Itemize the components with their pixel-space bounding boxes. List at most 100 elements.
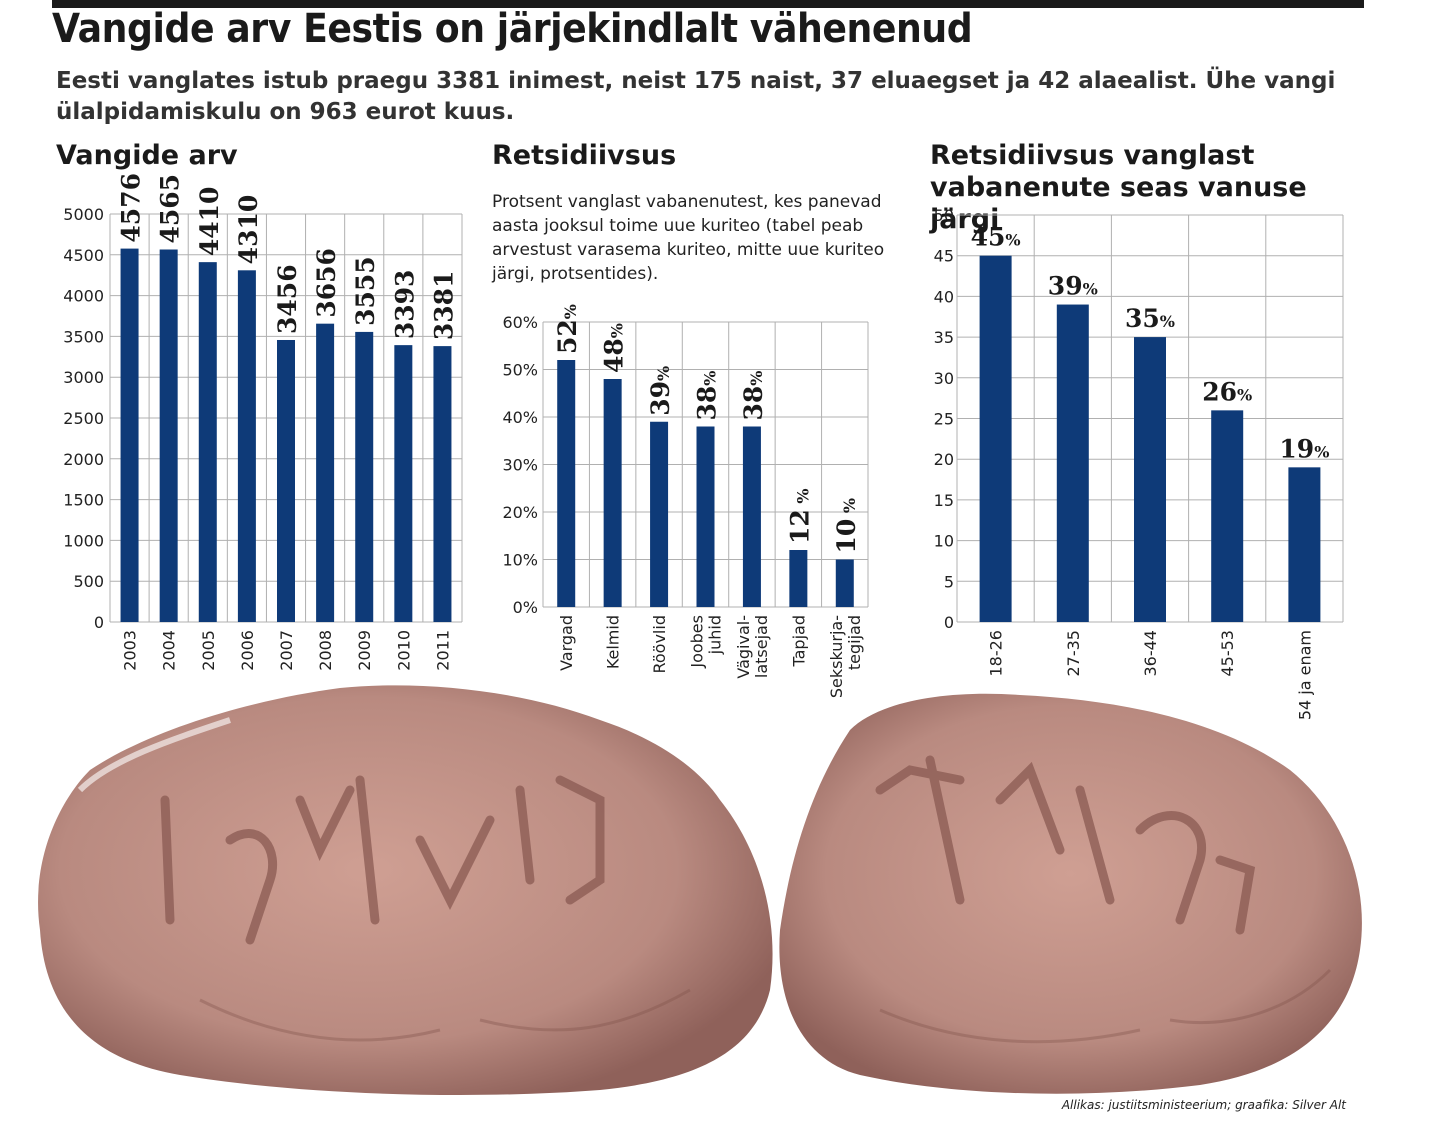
page-subtitle: Eesti vanglates istub praegu 3381 inimes… (56, 68, 1336, 125)
y-tick-label: 50 (934, 206, 954, 225)
x-tick-label: 2004 (160, 630, 179, 671)
bar (1056, 304, 1089, 622)
data-label: 35% (1125, 304, 1175, 333)
x-tick-label: 2006 (238, 630, 257, 671)
y-tick-label: 4000 (63, 287, 104, 306)
y-tick-label: 40% (502, 408, 538, 427)
bar (316, 323, 335, 622)
data-label: 3381 (429, 271, 458, 341)
data-label: 12 % (785, 488, 814, 544)
data-label: 19% (1279, 434, 1329, 463)
y-tick-label: 1500 (63, 491, 104, 510)
y-tick-label: 3500 (63, 327, 104, 346)
bar (742, 426, 761, 607)
y-tick-label: 5 (944, 572, 954, 591)
data-label: 4576 (117, 173, 146, 243)
x-tick-label: 2010 (394, 630, 413, 671)
x-tick-label: Tapjad (789, 615, 808, 668)
data-label: 4565 (156, 174, 185, 244)
bar (237, 270, 256, 622)
data-label: 3456 (273, 264, 302, 334)
data-label: 4310 (234, 195, 263, 265)
data-label: 10 % (832, 498, 861, 554)
bar (355, 331, 374, 622)
x-tick-label: 2003 (121, 630, 140, 671)
y-tick-label: 20% (502, 503, 538, 522)
top-rule (52, 0, 1364, 8)
y-tick-label: 60% (502, 313, 538, 332)
x-tick-label: Sekskurja- (827, 615, 846, 698)
y-tick-label: 2500 (63, 409, 104, 428)
bar (159, 249, 178, 622)
data-label: 39% (1048, 272, 1098, 301)
page-title: Vangide arv Eestis on järjekindlalt vähe… (52, 6, 973, 52)
bar (979, 255, 1012, 622)
y-tick-label: 500 (73, 572, 104, 591)
y-tick-label: 4500 (63, 246, 104, 265)
data-label: 45% (971, 223, 1021, 252)
y-tick-label: 10 (934, 532, 954, 551)
data-label: 3656 (312, 248, 341, 318)
x-tick-label: 2008 (316, 630, 335, 671)
y-tick-label: 30 (934, 369, 954, 388)
data-label: 38% (739, 371, 768, 421)
data-label: 3555 (351, 256, 380, 326)
y-tick-label: 0 (944, 613, 954, 632)
bar (789, 550, 808, 607)
chart2-description: Protsent vanglast vabanenutest, kes pane… (492, 192, 885, 284)
bar (696, 426, 715, 607)
data-label: 52% (553, 304, 582, 354)
x-tick-label: juhid (706, 615, 725, 655)
data-label: 4410 (195, 187, 224, 257)
y-tick-label: 1000 (63, 531, 104, 550)
bar (603, 379, 622, 607)
x-tick-label: 27-35 (1064, 630, 1083, 677)
x-tick-label: Vargad (557, 615, 576, 671)
bar (1134, 337, 1166, 622)
chart2-title: Retsidiivsus (492, 140, 677, 171)
x-tick-label: tegijad (845, 615, 864, 670)
x-tick-label: 2005 (199, 630, 218, 671)
y-tick-label: 0 (94, 613, 104, 632)
right-fist (779, 693, 1362, 1094)
bar (433, 346, 452, 622)
x-tick-label: Röövlid (650, 615, 669, 674)
y-tick-label: 50% (502, 361, 538, 380)
y-tick-label: 15 (934, 491, 954, 510)
bar (557, 360, 576, 607)
x-tick-label: 36-44 (1141, 630, 1160, 677)
bar (1288, 467, 1321, 622)
x-tick-label: 54 ja enam (1295, 630, 1314, 720)
bar (277, 339, 295, 622)
y-tick-label: 35 (934, 328, 954, 347)
x-tick-label: Joobes (688, 615, 707, 669)
bar (198, 262, 217, 622)
y-tick-label: 40 (934, 287, 954, 306)
bar (835, 559, 854, 607)
data-label: 26% (1202, 377, 1252, 406)
chart1-title: Vangide arv (56, 140, 238, 171)
x-tick-label: 45-53 (1218, 630, 1237, 677)
left-fist (38, 685, 773, 1095)
data-label: 38% (693, 371, 722, 421)
x-tick-label: latsejad (752, 615, 771, 678)
y-tick-label: 25 (934, 410, 954, 429)
bar (650, 421, 669, 607)
x-tick-label: Vägival- (734, 615, 753, 679)
y-tick-label: 0% (513, 598, 538, 617)
x-tick-label: 18-26 (987, 630, 1006, 677)
y-tick-label: 2000 (63, 450, 104, 469)
x-tick-label: 2007 (277, 630, 296, 671)
y-tick-label: 30% (502, 456, 538, 475)
x-tick-label: 2009 (355, 630, 374, 671)
bar (1211, 410, 1244, 622)
chart3-title: Retsidiivsus vanglast vabanenute seas va… (930, 140, 1307, 235)
bar (120, 248, 139, 623)
x-tick-label: Kelmid (604, 615, 623, 669)
data-label: 3393 (390, 270, 419, 340)
data-label: 48% (600, 323, 629, 373)
